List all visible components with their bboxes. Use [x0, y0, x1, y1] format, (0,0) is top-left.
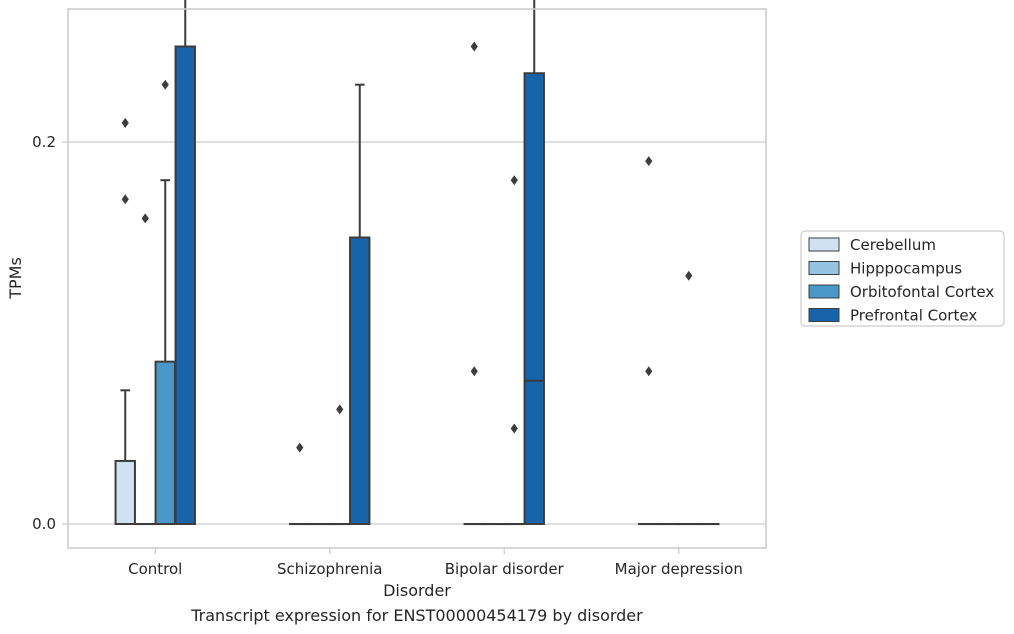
box-iqr: [523, 72, 545, 526]
x-axis-ticks: Control Schizophrenia Bipolar disorder Majo…: [128, 548, 743, 578]
box-cerebellum: [289, 442, 311, 526]
box-prefrontal-cortex: [349, 83, 371, 525]
x-tick-label: Schizophrenia: [277, 560, 382, 578]
outlier-point: [685, 270, 693, 281]
box-cerebellum: [114, 117, 136, 525]
box-orbitofontal-cortex: [678, 270, 700, 526]
box-orbitofontal-cortex: [154, 79, 176, 525]
outlier-point: [121, 117, 129, 128]
legend-label: Prefrontal Cortex: [850, 307, 977, 325]
outlier-point: [470, 366, 478, 377]
box-iqr: [154, 360, 176, 525]
box-hipppocampus: [309, 523, 331, 526]
outlier-point: [336, 404, 344, 415]
outlier-point: [510, 423, 518, 434]
y-tick-label: 0.2: [32, 133, 56, 151]
box-prefrontal-cortex: [698, 523, 720, 526]
outlier-point: [121, 194, 129, 205]
legend-label: Hipppocampus: [850, 260, 962, 278]
box-orbitofontal-cortex: [503, 175, 525, 526]
legend-swatch: [808, 237, 840, 252]
outlier-point: [645, 366, 653, 377]
y-tick-label: 0.0: [32, 515, 56, 533]
boxes-layer: [114, 0, 720, 526]
box-orbitofontal-cortex: [329, 404, 351, 526]
plot-frame: [67, 8, 767, 549]
y-axis-label: TPMs: [6, 257, 25, 300]
legend-swatch: [808, 308, 840, 322]
box-prefrontal-cortex: [523, 0, 545, 526]
box-cerebellum: [463, 41, 485, 526]
outlier-point: [645, 156, 653, 167]
outlier-point: [470, 41, 478, 52]
legend-label: Orbitofontal Cortex: [850, 283, 994, 301]
chart-caption: Transcript expression for ENST0000045417…: [191, 606, 643, 625]
legend-label: Cerebellum: [850, 236, 936, 254]
legend-frame: [800, 230, 1005, 327]
outlier-point: [161, 79, 169, 90]
outlier-point: [141, 213, 149, 224]
x-axis-label: Disorder: [383, 581, 451, 600]
x-tick-label: Control: [128, 560, 182, 578]
outlier-point: [510, 175, 518, 186]
legend-swatch: [808, 261, 840, 275]
x-tick-label: Bipolar disorder: [445, 560, 565, 578]
outlier-point: [296, 442, 304, 453]
box-prefrontal-cortex: [174, 0, 196, 525]
box-hipppocampus: [134, 213, 156, 526]
box-iqr: [174, 45, 196, 525]
legend: Cerebellum Hipppocampus Orbitofontal Corte…: [800, 230, 1005, 327]
box-iqr: [114, 459, 136, 525]
box-iqr: [349, 236, 371, 525]
x-tick-label: Major depression: [615, 560, 743, 578]
box-cerebellum: [638, 156, 660, 526]
y-axis-ticks: 0.00.20.40.60.81.01.2: [32, 133, 68, 533]
legend-swatch: [808, 284, 840, 299]
